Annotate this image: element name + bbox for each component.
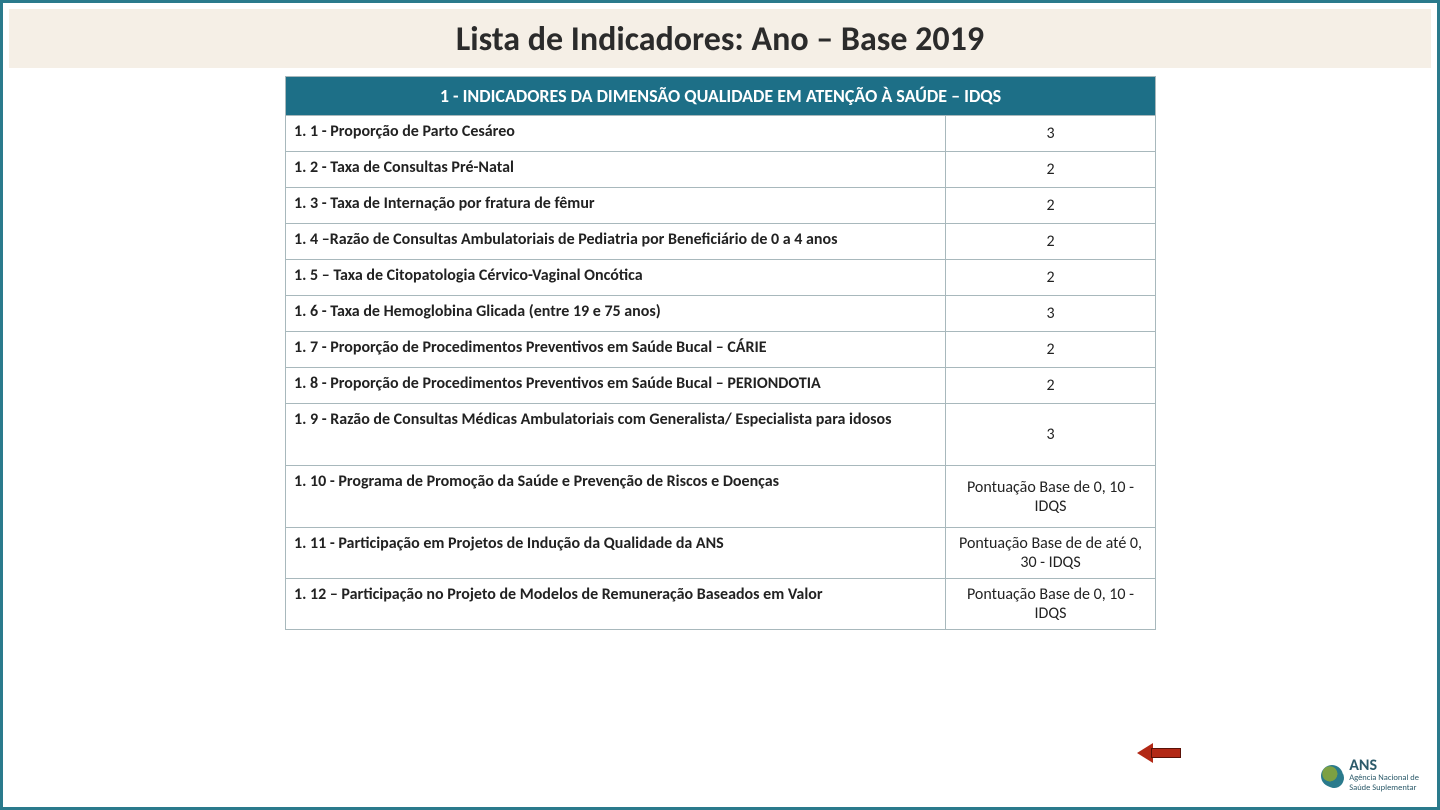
indicator-label: 1. 9 - Razão de Consultas Médicas Ambula… (286, 404, 946, 466)
indicator-value: 3 (946, 116, 1156, 152)
ans-logo-text: ANS Agência Nacional de Saúde Suplementa… (1349, 758, 1419, 793)
table-row: 1. 1 - Proporção de Parto Cesáreo 3 (286, 116, 1156, 152)
indicator-label: 1. 3 - Taxa de Internação por fratura de… (286, 188, 946, 224)
table-row: 1. 11 - Participação em Projetos de Indu… (286, 528, 1156, 579)
slide-page: Lista de Indicadores: Ano – Base 2019 1 … (0, 0, 1440, 810)
arrow-shaft-icon (1151, 748, 1181, 758)
title-band: Lista de Indicadores: Ano – Base 2019 (9, 9, 1431, 68)
indicator-label: 1. 4 –Razão de Consultas Ambulatoriais d… (286, 224, 946, 260)
indicator-value: 2 (946, 332, 1156, 368)
indicator-value: 3 (946, 296, 1156, 332)
indicator-label: 1. 5 – Taxa de Citopatologia Cérvico-Vag… (286, 260, 946, 296)
table-row: 1. 12 – Participação no Projeto de Model… (286, 579, 1156, 630)
table-row: 1. 4 –Razão de Consultas Ambulatoriais d… (286, 224, 1156, 260)
ans-logo: ANS Agência Nacional de Saúde Suplementa… (1321, 758, 1419, 793)
indicator-label: 1. 10 - Programa de Promoção da Saúde e … (286, 466, 946, 528)
indicator-label: 1. 8 - Proporção de Procedimentos Preven… (286, 368, 946, 404)
table-row: 1. 8 - Proporção de Procedimentos Preven… (286, 368, 1156, 404)
indicator-value: 2 (946, 368, 1156, 404)
indicator-value: 2 (946, 188, 1156, 224)
indicator-label: 1. 2 - Taxa de Consultas Pré-Natal (286, 152, 946, 188)
table-row: 1. 2 - Taxa de Consultas Pré-Natal 2 (286, 152, 1156, 188)
indicator-value: 2 (946, 260, 1156, 296)
indicator-label: 1. 12 – Participação no Projeto de Model… (286, 579, 946, 630)
table-row: 1. 10 - Programa de Promoção da Saúde e … (286, 466, 1156, 528)
indicator-label: 1. 11 - Participação em Projetos de Indu… (286, 528, 946, 579)
table-row: 1. 6 - Taxa de Hemoglobina Glicada (entr… (286, 296, 1156, 332)
ans-logo-mark-icon (1321, 765, 1343, 787)
indicator-label: 1. 6 - Taxa de Hemoglobina Glicada (entr… (286, 296, 946, 332)
indicator-label: 1. 1 - Proporção de Parto Cesáreo (286, 116, 946, 152)
indicator-value: Pontuação Base de de até 0, 30 - IDQS (946, 528, 1156, 579)
indicator-value: 2 (946, 152, 1156, 188)
page-title: Lista de Indicadores: Ano – Base 2019 (9, 19, 1431, 60)
indicator-value: Pontuação Base de 0, 10 - IDQS (946, 579, 1156, 630)
indicators-table-wrap: 1 - INDICADORES DA DIMENSÃO QUALIDADE EM… (285, 76, 1155, 630)
table-header: 1 - INDICADORES DA DIMENSÃO QUALIDADE EM… (286, 77, 1156, 116)
indicators-table: 1 - INDICADORES DA DIMENSÃO QUALIDADE EM… (285, 76, 1156, 630)
table-row: 1. 3 - Taxa de Internação por fratura de… (286, 188, 1156, 224)
ans-logo-line2b: Saúde Suplementar (1349, 784, 1419, 793)
highlight-arrow-icon (1137, 743, 1181, 763)
table-row: 1. 7 - Proporção de Procedimentos Preven… (286, 332, 1156, 368)
table-row: 1. 5 – Taxa de Citopatologia Cérvico-Vag… (286, 260, 1156, 296)
table-row: 1. 9 - Razão de Consultas Médicas Ambula… (286, 404, 1156, 466)
indicator-value: 3 (946, 404, 1156, 466)
indicator-value: 2 (946, 224, 1156, 260)
ans-logo-line1: ANS (1349, 758, 1419, 774)
table-header-row: 1 - INDICADORES DA DIMENSÃO QUALIDADE EM… (286, 77, 1156, 116)
indicator-value: Pontuação Base de 0, 10 - IDQS (946, 466, 1156, 528)
indicator-label: 1. 7 - Proporção de Procedimentos Preven… (286, 332, 946, 368)
